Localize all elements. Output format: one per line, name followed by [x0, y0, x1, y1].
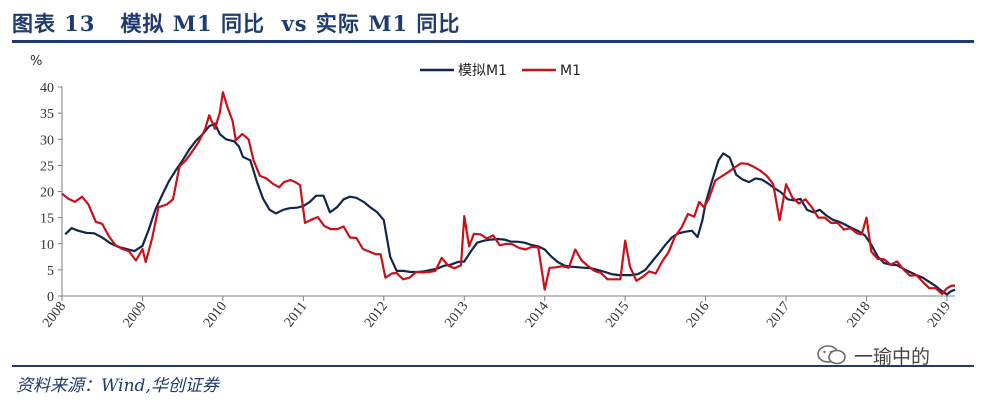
y-tick-label: 35 [40, 107, 54, 122]
x-tick-label: 2015 [603, 299, 632, 330]
x-tick-label: 2019 [925, 299, 954, 330]
watermark-text: 一瑜中的 [854, 346, 931, 368]
series-line-simulated-m1 [64, 122, 956, 296]
y-tick-label: 0 [47, 290, 54, 305]
x-tick-label: 2009 [121, 299, 150, 330]
x-tick-label: 2016 [684, 299, 713, 330]
legend-label: M1 [560, 63, 581, 79]
y-tick-label: 30 [40, 133, 54, 148]
x-tick-label: 2013 [442, 299, 471, 330]
source-note: 资料来源：Wind,华创证券 [16, 376, 219, 396]
x-tick-label: 2012 [362, 299, 391, 330]
watermark: 一瑜中的 [810, 340, 960, 368]
y-axis-label: % [30, 54, 42, 69]
y-tick-label: 20 [40, 186, 54, 201]
chart-title: 图表 13 模拟 M1 同比 vs 实际 M1 同比 [12, 11, 461, 36]
x-tick-label: 2008 [40, 299, 69, 330]
footer-divider [12, 365, 974, 367]
x-tick-label: 2011 [282, 299, 311, 330]
x-tick-label: 2018 [845, 299, 874, 330]
legend-label: 模拟M1 [458, 63, 507, 79]
title-bar: 图表 13 模拟 M1 同比 vs 实际 M1 同比 [12, 4, 974, 42]
y-tick-label: 15 [40, 212, 54, 227]
chart-area: 0 5 10 15 20 25 30 35 40% 2008 2009 2010 2011 2012 201… [0, 44, 987, 362]
y-tick-label: 10 [40, 238, 54, 253]
series-line-m1 [61, 91, 955, 295]
y-tick-label: 25 [40, 159, 54, 174]
x-tick-label: 2014 [523, 299, 552, 330]
y-tick-label: 5 [47, 264, 54, 279]
y-tick-label: 40 [40, 81, 54, 96]
wechat-icon [817, 345, 846, 365]
title-divider [12, 40, 974, 43]
line-chart: 0 5 10 15 20 25 30 35 40% 2008 2009 2010 2011 2012 201… [30, 54, 956, 331]
x-tick-label: 2010 [201, 299, 230, 330]
x-tick-label: 2017 [764, 299, 793, 330]
